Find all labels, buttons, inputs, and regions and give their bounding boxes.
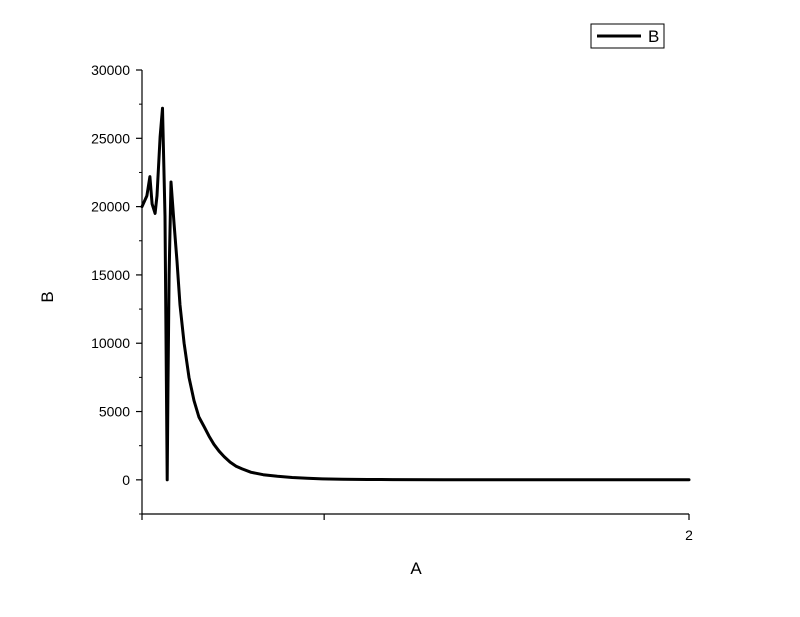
- y-tick-label-10000: 10000: [91, 335, 130, 351]
- plot-area: [140, 106, 691, 482]
- y-tick-label-30000: 30000: [91, 62, 130, 78]
- y-tick-label-0: 0: [122, 472, 130, 488]
- series-line-b: [140, 106, 691, 482]
- x-axis: 2: [141, 513, 693, 543]
- x-tick-label-2: 2: [685, 527, 693, 543]
- y-tick-label-5000: 5000: [99, 404, 130, 420]
- x-axis-label: A: [410, 559, 422, 578]
- legend: B: [590, 23, 665, 49]
- y-axis: 0 5000 10000 15000 20000 25000 30000: [91, 62, 143, 515]
- legend-label-b: B: [648, 27, 659, 46]
- y-tick-label-20000: 20000: [91, 199, 130, 215]
- y-tick-label-25000: 25000: [91, 130, 130, 146]
- y-axis-label: B: [38, 291, 57, 302]
- y-tick-label-15000: 15000: [91, 267, 130, 283]
